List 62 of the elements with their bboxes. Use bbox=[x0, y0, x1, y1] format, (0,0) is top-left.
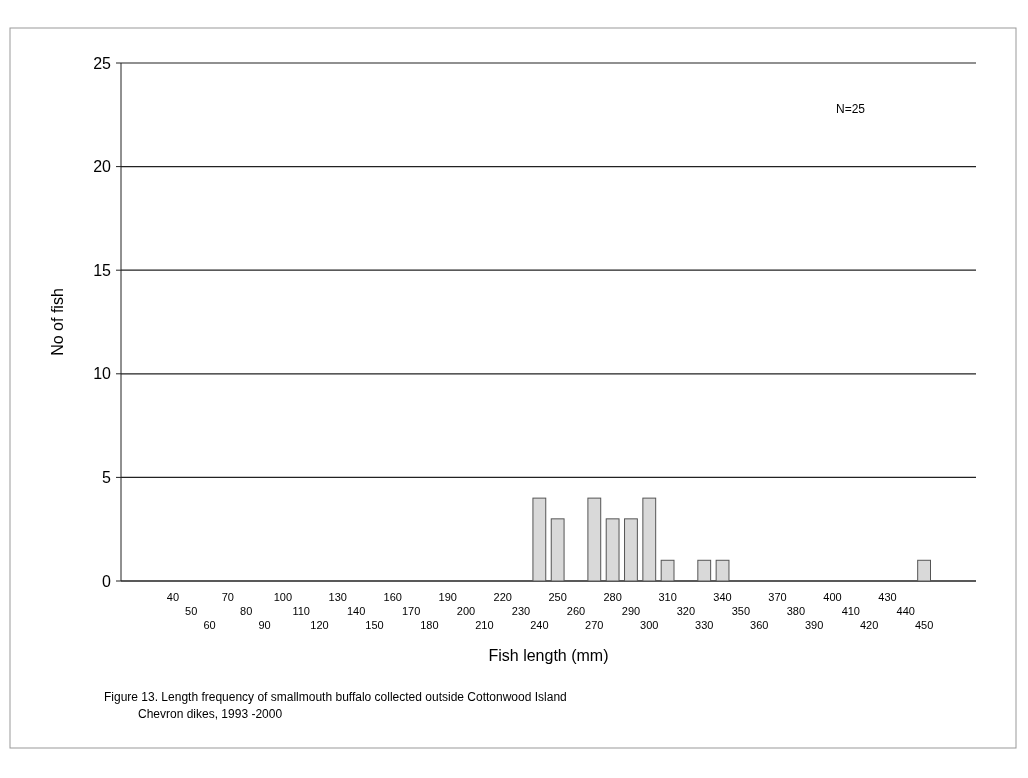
x-tick-label: 150 bbox=[365, 619, 384, 631]
x-tick-label: 330 bbox=[695, 619, 714, 631]
x-tick-label: 360 bbox=[750, 619, 769, 631]
x-tick-label: 420 bbox=[859, 619, 879, 631]
y-tick-label: 10 bbox=[93, 365, 112, 383]
x-tick-label: 260 bbox=[566, 605, 586, 617]
x-tick-label: 340 bbox=[713, 591, 732, 603]
bar bbox=[605, 518, 620, 582]
x-tick-label: 180 bbox=[420, 619, 439, 631]
x-tick-label: 250 bbox=[548, 591, 567, 603]
x-tick-label: 410 bbox=[841, 605, 860, 617]
x-tick-label: 120 bbox=[310, 619, 329, 631]
x-tick-label: 50 bbox=[185, 605, 198, 617]
annotation: N=25 bbox=[836, 102, 866, 116]
x-tick-label: 290 bbox=[621, 605, 641, 617]
y-tick-label: 20 bbox=[93, 158, 112, 176]
x-tick-label: 380 bbox=[786, 605, 806, 617]
bar bbox=[917, 559, 931, 582]
x-tick-label: 270 bbox=[585, 619, 604, 631]
x-tick-label: 310 bbox=[658, 591, 677, 603]
x-tick-label: 390 bbox=[804, 619, 824, 631]
x-tick-label: 170 bbox=[401, 605, 421, 617]
x-tick-label: 350 bbox=[731, 605, 751, 617]
x-tick-label: 320 bbox=[676, 605, 696, 617]
bar bbox=[642, 497, 657, 582]
x-tick-label: 280 bbox=[603, 591, 622, 603]
x-tick-label: 230 bbox=[511, 605, 531, 617]
x-tick-label: 240 bbox=[530, 619, 549, 631]
x-tick-label: 400 bbox=[823, 591, 842, 603]
x-tick-label: 140 bbox=[346, 605, 366, 617]
x-tick-label: 130 bbox=[328, 591, 347, 603]
x-tick-label: 40 bbox=[166, 591, 180, 603]
y-axis-title: No of fish bbox=[49, 288, 66, 356]
bar bbox=[660, 559, 675, 582]
bar bbox=[697, 559, 712, 582]
bar bbox=[550, 518, 565, 582]
x-tick-label: 370 bbox=[768, 591, 787, 603]
bar bbox=[624, 518, 638, 582]
x-tick-label: 450 bbox=[914, 619, 934, 631]
x-tick-label: 110 bbox=[292, 605, 310, 617]
x-tick-label: 60 bbox=[203, 619, 216, 631]
y-tick-label: 5 bbox=[102, 469, 112, 486]
x-tick-label: 200 bbox=[456, 605, 476, 617]
x-tick-label: 430 bbox=[878, 591, 897, 603]
bar bbox=[587, 497, 602, 582]
y-tick-label: 25 bbox=[93, 54, 112, 72]
x-tick-label: 80 bbox=[240, 605, 253, 617]
x-tick-label: 90 bbox=[258, 619, 271, 631]
x-tick-label: 220 bbox=[493, 591, 512, 603]
bar bbox=[715, 559, 730, 582]
bar bbox=[532, 497, 547, 582]
x-tick-label: 100 bbox=[273, 591, 293, 603]
caption: Figure 13. Length frequency of smallmouth buffalo collected outside Cottonwood Island Chevron dikes, 1993 -2000 bbox=[104, 690, 567, 721]
x-tick-label: 300 bbox=[640, 619, 659, 631]
x-axis-title: Fish length (mm) bbox=[488, 647, 609, 664]
x-tick-label: 70 bbox=[221, 591, 234, 603]
x-tick-label: 160 bbox=[383, 591, 402, 603]
y-tick-label: 15 bbox=[93, 261, 112, 279]
x-tick-label: 210 bbox=[475, 619, 494, 631]
y-tick-label: 0 bbox=[102, 572, 112, 590]
x-tick-label: 440 bbox=[896, 605, 915, 617]
x-tick-label: 190 bbox=[438, 591, 457, 603]
